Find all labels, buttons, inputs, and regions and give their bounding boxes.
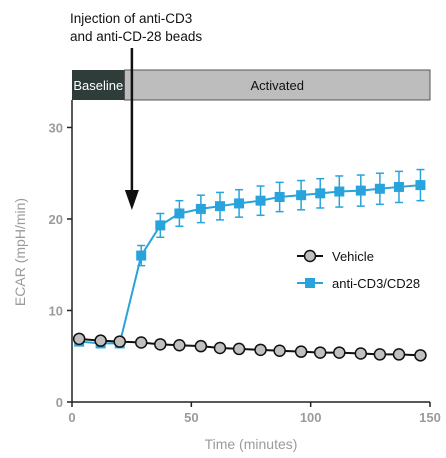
vehicle-point [392, 348, 406, 361]
vehicle-point [354, 347, 368, 360]
legend-vehicle-marker [303, 249, 317, 263]
vehicle-point [294, 345, 308, 358]
legend-anticd3-label: anti-CD3/CD28 [332, 276, 420, 291]
anticd3-point [415, 180, 426, 191]
anticd3-point [234, 198, 245, 209]
anticd3-point [255, 195, 266, 206]
x-tick-label: 100 [300, 410, 322, 425]
series-layer [72, 168, 427, 362]
x-tick-label: 50 [184, 410, 198, 425]
anticd3-line [79, 184, 421, 345]
anticd3-point [214, 201, 225, 212]
anticd3-point [195, 203, 206, 214]
vehicle-line [79, 337, 421, 357]
annotation-line-1: Injection of anti-CD3 [70, 11, 192, 26]
y-tick-label: 0 [56, 395, 63, 410]
x-tick-label: 150 [419, 410, 441, 425]
vehicle-point [134, 336, 148, 349]
y-tick-label: 10 [49, 303, 63, 318]
y-axis-ticks: 0 10 20 30 [49, 120, 72, 410]
vehicle-point [94, 334, 107, 347]
annotation-line-2: and anti-CD-28 beads [70, 29, 202, 44]
anticd3-point [274, 192, 285, 203]
vehicle-point [72, 332, 86, 346]
anticd3-point [296, 190, 307, 201]
baseline-label: Baseline [73, 78, 123, 93]
x-tick-label: 0 [68, 410, 75, 425]
x-axis-ticks: 0 50 100 150 [68, 402, 441, 425]
vehicle-point [313, 346, 327, 359]
y-tick-label: 20 [49, 212, 63, 227]
vehicle-point [273, 344, 286, 358]
legend-anticd3-marker [305, 278, 315, 288]
vehicle-series [72, 332, 427, 362]
anticd3-point [374, 183, 385, 194]
arrow-head [124, 190, 139, 210]
legend-vehicle-label: Vehicle [332, 249, 374, 264]
anticd3-series [74, 168, 426, 349]
anticd3-point [334, 186, 345, 197]
vehicle-point [254, 343, 267, 357]
anticd3-point [174, 208, 185, 219]
vehicle-point [414, 349, 427, 362]
anticd3-point [355, 185, 366, 196]
anticd3-point [136, 250, 147, 261]
vehicle-point [154, 338, 167, 351]
activated-phase-band [124, 69, 431, 101]
y-tick-label: 30 [49, 120, 63, 135]
injection-arrow [124, 48, 139, 210]
anticd3-point [155, 220, 166, 231]
vehicle-point [113, 335, 126, 348]
vehicle-point [232, 342, 246, 356]
legend: Vehicle anti-CD3/CD28 [297, 249, 420, 291]
anticd3-point [393, 181, 404, 192]
vehicle-point [213, 341, 227, 355]
anticd3-point [315, 188, 326, 199]
y-axis-title: ECAR (mpH/min) [12, 198, 28, 306]
activated-label: Activated [251, 78, 304, 93]
vehicle-point [194, 339, 208, 353]
baseline-phase-band [72, 70, 125, 100]
vehicle-point [173, 339, 186, 352]
vehicle-point [373, 348, 387, 361]
vehicle-point [333, 346, 346, 359]
x-axis-title: Time (minutes) [205, 436, 298, 452]
